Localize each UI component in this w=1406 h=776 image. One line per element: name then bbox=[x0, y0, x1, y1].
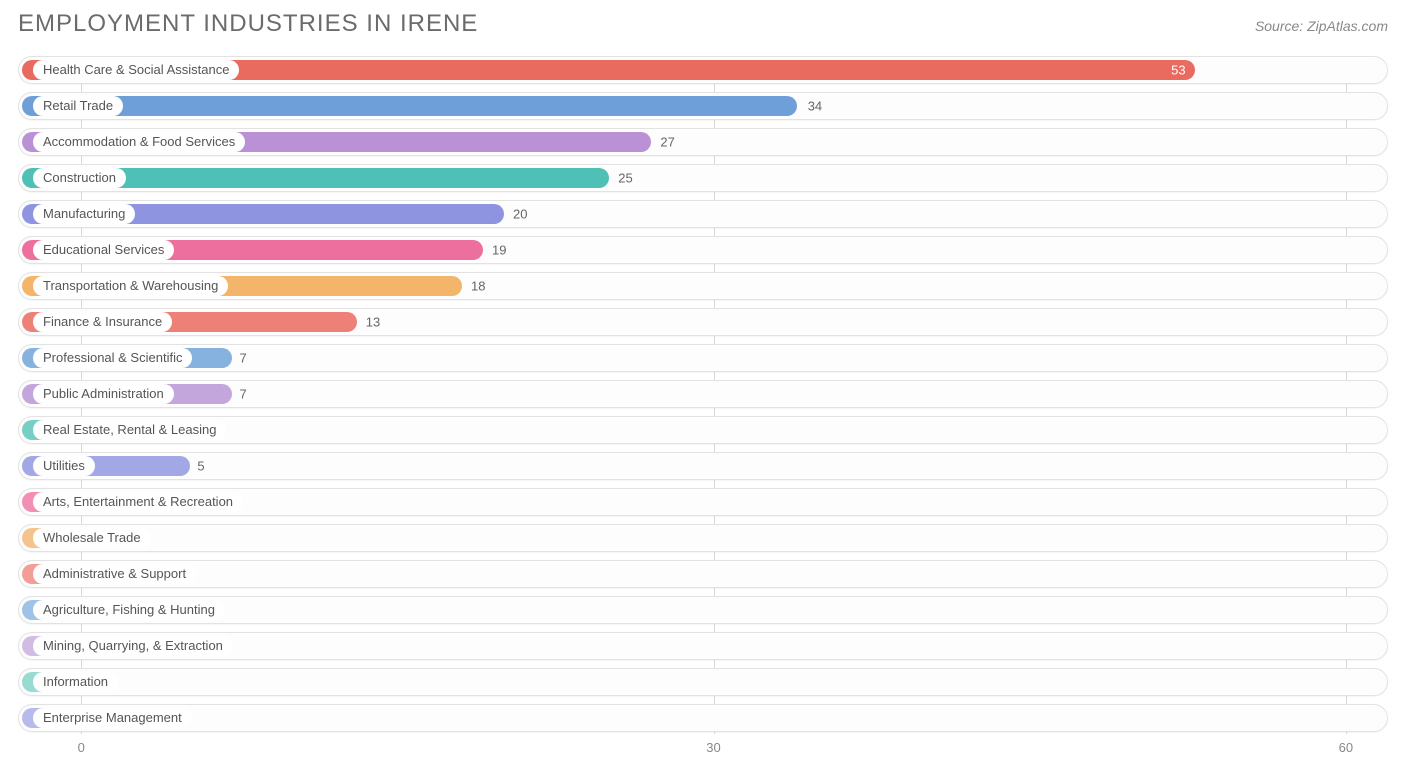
bar-value: 7 bbox=[239, 387, 246, 402]
bar-label: Professional & Scientific bbox=[33, 348, 192, 368]
bar-fill bbox=[22, 96, 797, 116]
bar-row: Transportation & Warehousing 18 bbox=[18, 272, 1388, 300]
bar-value: 7 bbox=[239, 351, 246, 366]
chart-source: Source: ZipAtlas.com bbox=[1255, 18, 1388, 34]
chart-title: EMPLOYMENT INDUSTRIES IN IRENE bbox=[18, 10, 478, 38]
bar-row: Professional & Scientific 7 bbox=[18, 344, 1388, 372]
bar-row: Administrative & Support2 bbox=[18, 560, 1388, 588]
bar-label: Transportation & Warehousing bbox=[33, 276, 228, 296]
bar-label: Arts, Entertainment & Recreation bbox=[33, 492, 243, 512]
bar-label: Manufacturing bbox=[33, 204, 135, 224]
bar-label: Utilities bbox=[33, 456, 95, 476]
chart-area: Health Care & Social Assistance 53 Retail … bbox=[18, 56, 1388, 764]
bar-row: Health Care & Social Assistance 53 bbox=[18, 56, 1388, 84]
bar-value: 18 bbox=[471, 279, 485, 294]
bar-row: Public Administration 7 bbox=[18, 380, 1388, 408]
bar-label: Educational Services bbox=[33, 240, 174, 260]
bars-container: Health Care & Social Assistance 53 Retail … bbox=[18, 56, 1388, 732]
bar-value: 53 bbox=[1171, 63, 1185, 78]
bar-row: Accommodation & Food Services 27 bbox=[18, 128, 1388, 156]
bar-row: Retail Trade 34 bbox=[18, 92, 1388, 120]
bar-row: Utilities 5 bbox=[18, 452, 1388, 480]
bar-value: 20 bbox=[513, 207, 527, 222]
bar-label: Agriculture, Fishing & Hunting bbox=[33, 600, 225, 620]
bar-row: Wholesale Trade2 bbox=[18, 524, 1388, 552]
x-axis-tick: 0 bbox=[78, 740, 85, 755]
bar-row: Arts, Entertainment & Recreation4 bbox=[18, 488, 1388, 516]
bar-label: Retail Trade bbox=[33, 96, 123, 116]
bar-value: 13 bbox=[366, 315, 380, 330]
bar-label: Mining, Quarrying, & Extraction bbox=[33, 636, 233, 656]
x-axis: 0 30 60 bbox=[18, 740, 1388, 764]
bar-label: Information bbox=[33, 672, 118, 692]
bar-row: Manufacturing 20 bbox=[18, 200, 1388, 228]
x-axis-tick: 30 bbox=[706, 740, 720, 755]
bar-label: Real Estate, Rental & Leasing bbox=[33, 420, 226, 440]
bar-value: 19 bbox=[492, 243, 506, 258]
bar-row: Real Estate, Rental & Leasing6 bbox=[18, 416, 1388, 444]
bar-label: Public Administration bbox=[33, 384, 174, 404]
bar-row: Enterprise Management0 bbox=[18, 704, 1388, 732]
bar-value: 27 bbox=[660, 135, 674, 150]
bar-row: Finance & Insurance 13 bbox=[18, 308, 1388, 336]
bar-label: Wholesale Trade bbox=[33, 528, 151, 548]
bar-row: Construction 25 bbox=[18, 164, 1388, 192]
bar-value: 5 bbox=[197, 459, 204, 474]
bar-row: Mining, Quarrying, & Extraction0 bbox=[18, 632, 1388, 660]
bar-label: Accommodation & Food Services bbox=[33, 132, 245, 152]
bar-row: Educational Services 19 bbox=[18, 236, 1388, 264]
bar-label: Construction bbox=[33, 168, 126, 188]
bar-value: 34 bbox=[808, 99, 822, 114]
bar-value: 25 bbox=[618, 171, 632, 186]
bar-label: Administrative & Support bbox=[33, 564, 196, 584]
bar-label: Finance & Insurance bbox=[33, 312, 172, 332]
bar-row: Information0 bbox=[18, 668, 1388, 696]
bar-label: Enterprise Management bbox=[33, 708, 192, 728]
bar-label: Health Care & Social Assistance bbox=[33, 60, 239, 80]
bar-row: Agriculture, Fishing & Hunting1 bbox=[18, 596, 1388, 624]
x-axis-tick: 60 bbox=[1339, 740, 1353, 755]
